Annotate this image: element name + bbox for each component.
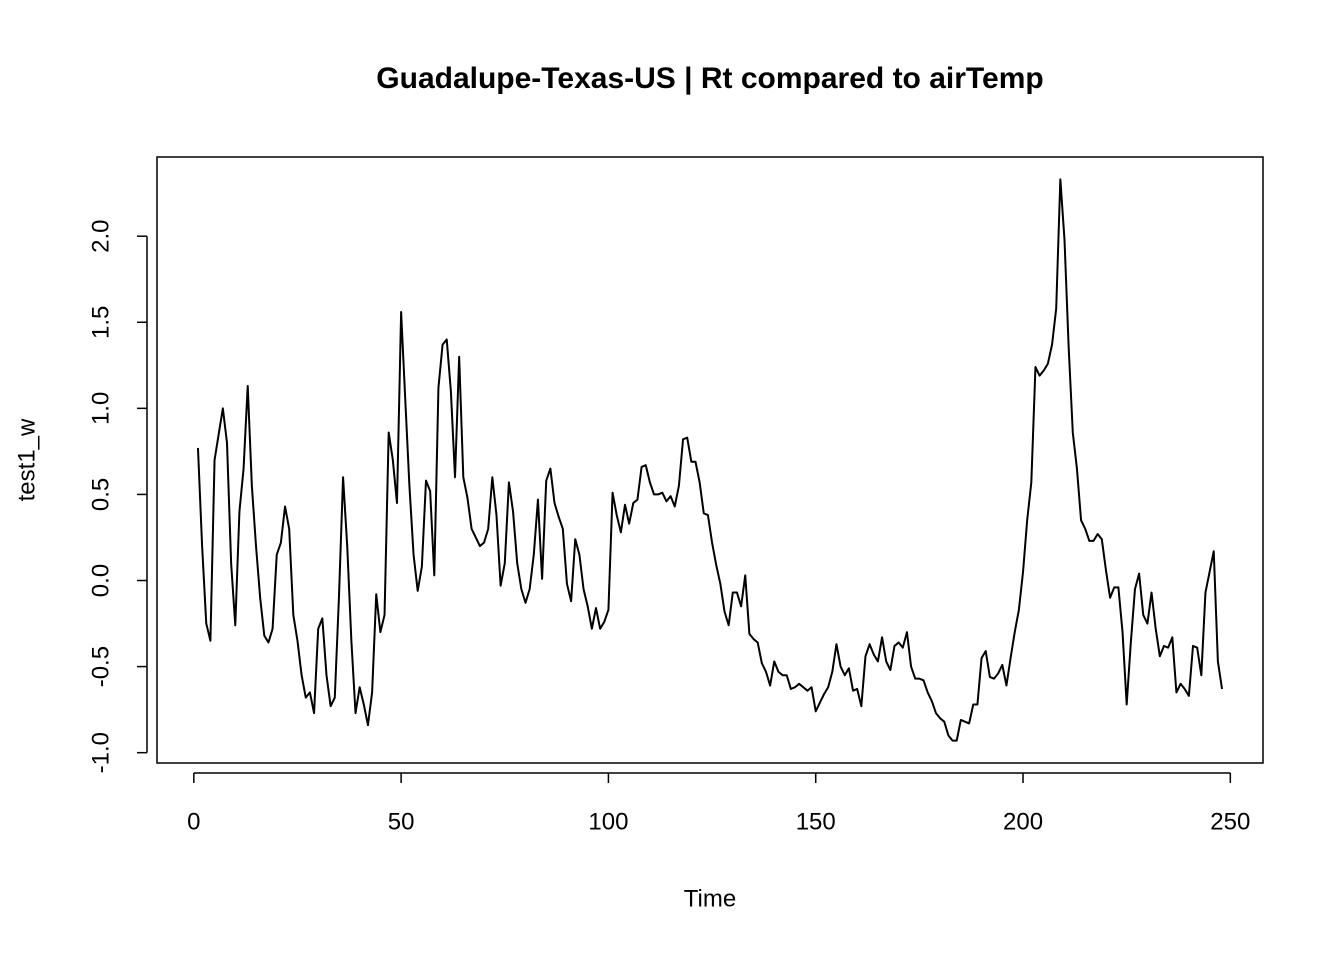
x-tick-label: 200 [1003, 808, 1043, 835]
data-line [196, 178, 1224, 742]
y-tick-label: -0.5 [87, 646, 114, 687]
x-tick-label: 250 [1210, 808, 1250, 835]
y-axis-label: test1_w [13, 418, 40, 501]
y-tick-label: 1.5 [87, 306, 114, 339]
x-tick-label: 0 [187, 808, 200, 835]
x-tick-label: 100 [588, 808, 628, 835]
y-tick-label: -1.0 [87, 732, 114, 773]
y-tick-label: 1.0 [87, 392, 114, 425]
x-tick-label: 50 [388, 808, 415, 835]
y-tick-label: 0.5 [87, 478, 114, 511]
x-axis-label: Time [684, 885, 736, 912]
x-tick-label: 150 [796, 808, 836, 835]
y-tick-label: 0.0 [87, 564, 114, 597]
y-tick-label: 2.0 [87, 220, 114, 253]
chart-title: Guadalupe-Texas-US | Rt compared to airT… [376, 62, 1043, 95]
plot-frame [156, 156, 1264, 764]
